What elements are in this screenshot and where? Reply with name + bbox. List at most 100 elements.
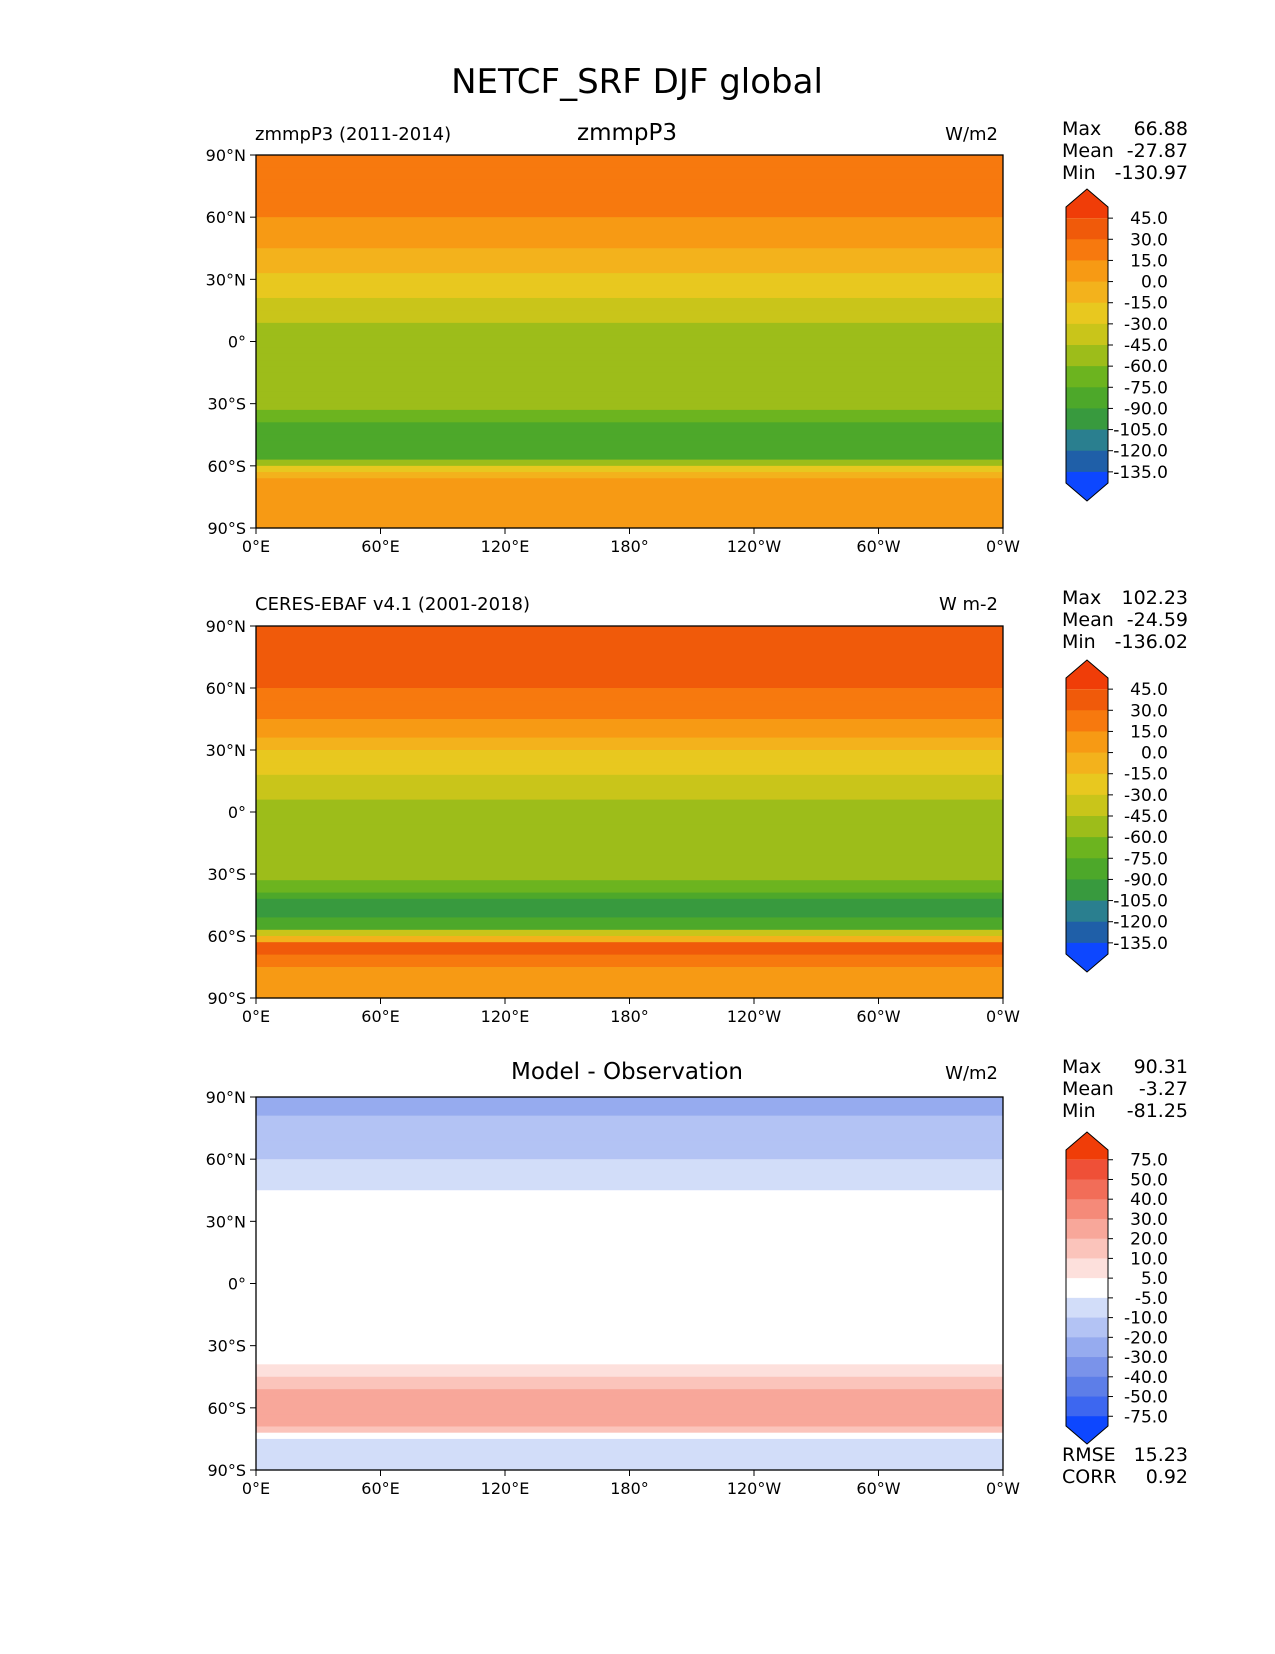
panel-observation: CERES-EBAF v4.1 (2001-2018) W m-2 0°E 60°… bbox=[206, 587, 1188, 1026]
field-band bbox=[256, 1289, 1003, 1297]
figure-title: NETCF_SRF DJF global bbox=[451, 62, 823, 102]
colorbar-outline bbox=[1065, 188, 1109, 502]
field-band bbox=[256, 880, 1003, 887]
field-band bbox=[256, 892, 1003, 900]
field-band bbox=[256, 1184, 1003, 1191]
colorbar-segment bbox=[1066, 752, 1108, 775]
colorbar-segment bbox=[1066, 1396, 1108, 1417]
field-band bbox=[256, 929, 1003, 937]
colorbar-tick-label: 50.0 bbox=[1130, 1170, 1168, 1190]
field-band bbox=[256, 1420, 1003, 1428]
field-band bbox=[256, 700, 1003, 708]
stat-mean-value: -27.87 bbox=[1127, 140, 1188, 162]
field-band bbox=[256, 478, 1003, 486]
field-band bbox=[256, 1246, 1003, 1254]
stats-box: Max 66.88 Mean -27.87 Min -130.97 bbox=[1062, 118, 1188, 184]
field-band bbox=[256, 898, 1003, 906]
field-band bbox=[256, 1171, 1003, 1179]
field-band bbox=[256, 750, 1003, 757]
field-band bbox=[256, 626, 1003, 633]
colorbar-segment bbox=[1066, 345, 1108, 367]
field-band bbox=[256, 422, 1003, 430]
field-band bbox=[256, 360, 1003, 367]
field-band bbox=[256, 223, 1003, 231]
colorbar-tick-label: -60.0 bbox=[1124, 828, 1168, 848]
stat-rmse-value: 15.23 bbox=[1134, 1444, 1188, 1466]
field-band bbox=[256, 1445, 1003, 1452]
colorbar-extend-bottom bbox=[1066, 942, 1108, 972]
field-band bbox=[256, 490, 1003, 498]
stat-mean-label: Mean bbox=[1062, 609, 1114, 631]
field-band bbox=[256, 1283, 1003, 1291]
y-tick-label: 90°N bbox=[206, 617, 246, 636]
field-band bbox=[256, 391, 1003, 399]
field-band bbox=[256, 521, 1003, 529]
field-band bbox=[256, 1345, 1003, 1353]
field-band bbox=[256, 509, 1003, 517]
field-band bbox=[256, 472, 1003, 479]
x-tick-label: 0°E bbox=[242, 1479, 270, 1498]
map-area bbox=[256, 626, 1003, 999]
field-band bbox=[256, 1401, 1003, 1409]
colorbar-segment bbox=[1066, 900, 1108, 923]
stat-min-value: -130.97 bbox=[1115, 162, 1188, 184]
field-band bbox=[256, 1159, 1003, 1166]
colorbar-tick-label: -45.0 bbox=[1124, 807, 1168, 827]
y-tick-label: 90°N bbox=[206, 1088, 246, 1107]
panel-model: zmmpP3 (2011-2014) zmmpP3 W/m2 0°E 60°E 12… bbox=[206, 118, 1188, 556]
colorbar-segment bbox=[1066, 1179, 1108, 1200]
field-band bbox=[256, 403, 1003, 411]
field-band bbox=[256, 1407, 1003, 1415]
stats-box: Max 90.31 Mean -3.27 Min -81.25 RMSE 15.… bbox=[1062, 1056, 1188, 1488]
field-band bbox=[256, 248, 1003, 256]
colorbar-tick-label: -120.0 bbox=[1113, 913, 1168, 933]
field-band bbox=[256, 1221, 1003, 1229]
colorbar-segment bbox=[1066, 1258, 1108, 1279]
colorbar-segment bbox=[1066, 450, 1108, 473]
field-band bbox=[256, 310, 1003, 318]
field-band bbox=[256, 416, 1003, 423]
colorbar-tick-label: 15.0 bbox=[1130, 251, 1168, 271]
map-area bbox=[256, 155, 1003, 529]
map-axes: 0°E 60°E 120°E 180° 120°W 60°W 0°W 90°N 60°N 30°N… bbox=[206, 146, 1021, 556]
field-band bbox=[256, 712, 1003, 720]
field-band bbox=[256, 378, 1003, 386]
field-band bbox=[256, 1177, 1003, 1185]
field-band bbox=[256, 1314, 1003, 1322]
field-band bbox=[256, 1115, 1003, 1123]
field-band bbox=[256, 1165, 1003, 1173]
y-tick-label: 90°S bbox=[207, 1461, 246, 1480]
field-band bbox=[256, 254, 1003, 262]
colorbar-tick-label: -75.0 bbox=[1124, 1407, 1168, 1427]
colorbar-segment bbox=[1066, 1317, 1108, 1338]
field-band bbox=[256, 515, 1003, 523]
stat-mean-value: -3.27 bbox=[1139, 1078, 1188, 1100]
field-band bbox=[256, 731, 1003, 739]
field-band bbox=[256, 1208, 1003, 1216]
x-tick-label: 60°E bbox=[361, 1007, 399, 1026]
colorbar-segment bbox=[1066, 837, 1108, 859]
field-band bbox=[256, 824, 1003, 832]
map-axes: 0°E 60°E 120°E 180° 120°W 60°W 0°W 90°N 60°N 30°N… bbox=[206, 1088, 1021, 1498]
field-band bbox=[256, 954, 1003, 962]
field-band bbox=[256, 329, 1003, 336]
x-tick-label: 180° bbox=[610, 537, 649, 556]
field-band bbox=[256, 936, 1003, 943]
x-tick-label: 0°E bbox=[242, 537, 270, 556]
field-band bbox=[256, 942, 1003, 949]
field-band bbox=[256, 855, 1003, 863]
x-tick-label: 180° bbox=[610, 1007, 649, 1026]
y-tick-label: 0° bbox=[228, 1275, 246, 1294]
field-band bbox=[256, 1370, 1003, 1378]
field-band bbox=[256, 768, 1003, 776]
colorbar-tick-label: -30.0 bbox=[1124, 786, 1168, 806]
colorbar-tick-label: 45.0 bbox=[1130, 209, 1168, 229]
y-tick-label: 90°N bbox=[206, 146, 246, 165]
field-band bbox=[256, 812, 1003, 819]
field-band bbox=[256, 805, 1003, 813]
y-tick-label: 60°N bbox=[206, 679, 246, 698]
colorbar-segment bbox=[1066, 773, 1108, 796]
field-band bbox=[256, 867, 1003, 875]
field-band bbox=[256, 960, 1003, 968]
stat-mean-value: -24.59 bbox=[1127, 609, 1188, 631]
